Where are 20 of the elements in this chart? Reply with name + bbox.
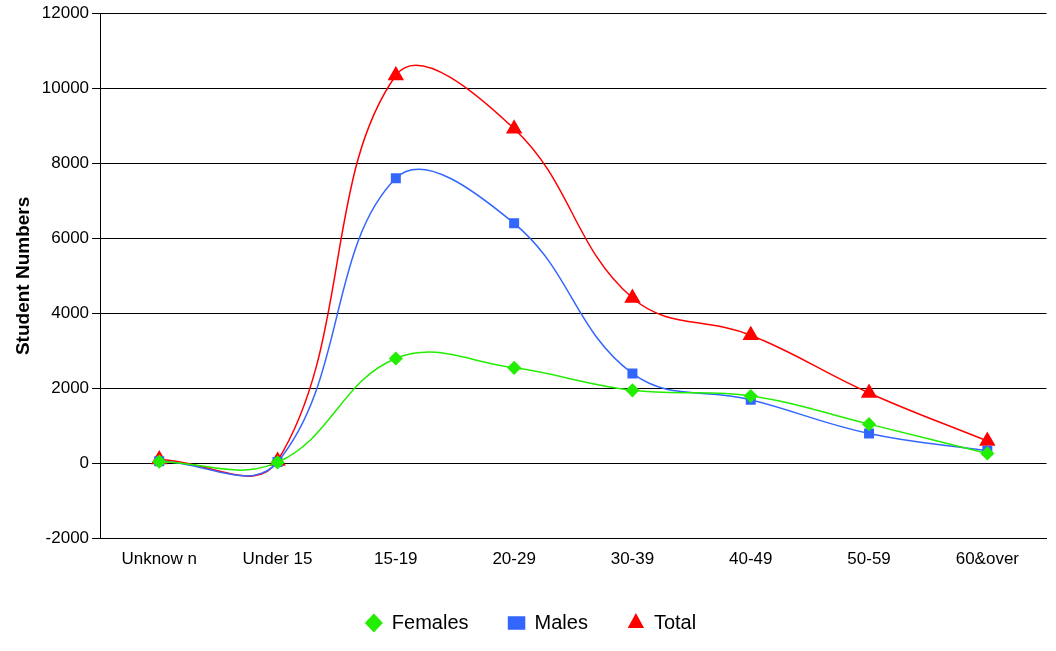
y-axis-title: Student Numbers: [11, 196, 33, 356]
y-tick-label: 2000: [51, 378, 90, 398]
y-tick-label: 6000: [51, 228, 90, 248]
x-tick-label: 30-39: [610, 549, 655, 569]
x-tick-label: 15-19: [374, 549, 418, 569]
y-tick-label: 10000: [41, 77, 90, 97]
y-tick-label: -2000: [45, 528, 90, 548]
x-tick-label: 20-29: [492, 549, 536, 569]
legend-label: Total: [653, 610, 697, 633]
legend-label: Females: [391, 610, 469, 633]
x-tick-label: Under 15: [242, 549, 313, 569]
y-tick-label: 0: [79, 453, 90, 473]
y-tick-label: 4000: [51, 303, 90, 323]
x-tick-label: 50-59: [847, 549, 891, 569]
y-tick-label: 8000: [51, 153, 90, 172]
x-tick-label: 40-49: [729, 549, 773, 569]
legend-label: Males: [534, 610, 588, 633]
x-tick-label: 60&over: [955, 549, 1020, 569]
x-tick-label: Unknow n: [121, 549, 198, 569]
y-tick-label: 12000: [41, 2, 90, 22]
